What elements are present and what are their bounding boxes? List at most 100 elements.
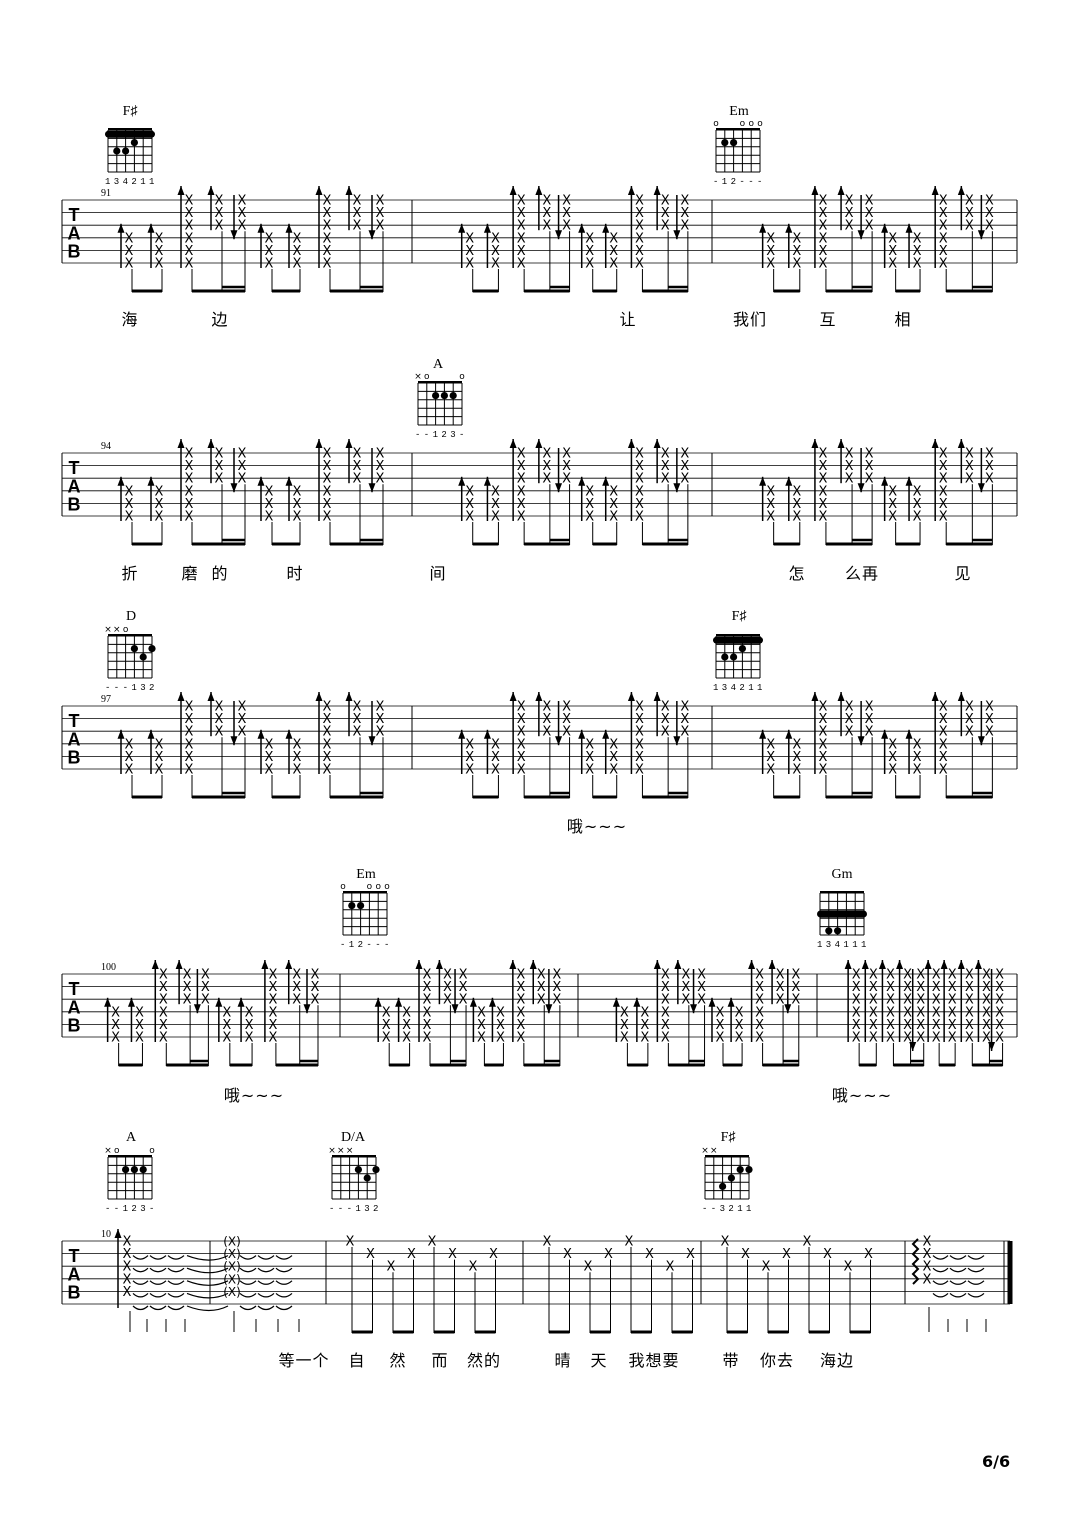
dead-note-x: X — [517, 700, 526, 715]
dead-note-x: X — [965, 993, 974, 1008]
dead-note-x: X — [939, 510, 948, 525]
dead-note-x: X — [886, 1018, 895, 1033]
dead-note-x: X — [402, 1005, 411, 1020]
dead-note-x: X — [604, 1247, 613, 1262]
dead-note-x: X — [491, 484, 500, 499]
dead-note-x: X — [888, 257, 897, 272]
arrow-down-icon — [193, 1004, 201, 1014]
dead-note-x: X — [635, 763, 644, 778]
dead-note-x: X — [635, 497, 644, 512]
dead-note-x: X — [323, 447, 332, 462]
dead-note-x: X — [818, 194, 827, 209]
dead-note-x: X — [353, 700, 362, 715]
dead-note-x: X — [792, 231, 801, 246]
arrow-up-icon — [612, 997, 620, 1007]
dead-note-x: X — [948, 968, 957, 983]
arrow-up-icon — [177, 439, 185, 448]
dead-note-x: X — [265, 763, 274, 778]
dead-note-x: X — [939, 257, 948, 272]
tie — [167, 1267, 185, 1273]
dead-note-x: X — [123, 1247, 132, 1262]
dead-note-x: X — [792, 497, 801, 512]
dead-note-x: X — [125, 497, 134, 512]
dead-note-x: X — [159, 980, 168, 995]
dead-note-x: X — [185, 725, 194, 740]
tab-clef-letter: B — [68, 1283, 81, 1303]
arrow-up-icon — [117, 476, 125, 486]
arrow-up-icon — [104, 997, 112, 1007]
dead-note-x: X — [443, 993, 452, 1008]
dead-note-x: X — [995, 1018, 1004, 1033]
tie — [967, 1255, 985, 1260]
arrow-up-icon — [147, 729, 155, 739]
dead-note-x: X — [183, 968, 192, 983]
arrow-up-icon — [315, 692, 323, 701]
dead-note-x: X — [517, 737, 526, 752]
dead-note-x: X — [635, 447, 644, 462]
dead-note-x: X — [635, 712, 644, 727]
dead-note-x: X — [680, 712, 689, 727]
dead-note-x: X — [845, 206, 854, 221]
dead-note-x: X — [888, 750, 897, 765]
tab-clef-letter: T — [69, 205, 80, 225]
dead-note-x: X — [762, 1260, 771, 1275]
dead-note-x: X — [869, 968, 878, 983]
arrow-up-icon — [861, 960, 869, 969]
tie — [239, 1267, 257, 1273]
dead-note-x: X — [311, 968, 320, 983]
dead-note-x: X — [265, 244, 274, 259]
open-string-marker: o — [123, 625, 129, 635]
dead-note-x: X — [125, 257, 134, 272]
tie — [167, 1292, 185, 1298]
finger-dot — [139, 1166, 147, 1174]
dead-note-x: X — [939, 194, 948, 209]
dead-note-x: X — [159, 1031, 168, 1046]
dead-note-x: X — [716, 1018, 725, 1033]
dead-note-x: X — [886, 1005, 895, 1020]
finger-dot — [727, 1174, 736, 1182]
dead-note-x: X — [159, 968, 168, 983]
tie — [186, 1305, 229, 1312]
dead-note-x: X — [965, 980, 974, 995]
arrow-down-icon — [451, 1004, 459, 1014]
dead-note-x: X — [265, 737, 274, 752]
dead-note-x: X — [782, 1247, 791, 1262]
dead-note-x: X — [585, 484, 594, 499]
arrow-up-icon — [844, 960, 852, 969]
dead-note-x: X — [985, 206, 994, 221]
dead-note-x: X — [293, 484, 302, 499]
dead-note-x: X — [516, 1005, 525, 1020]
dead-note-x: X — [323, 231, 332, 246]
measure-number: 100 — [101, 962, 116, 973]
dead-note-x: X — [459, 980, 468, 995]
arrow-down-icon — [673, 736, 681, 746]
dead-note-x: X — [552, 980, 561, 995]
dead-note-x: X — [542, 725, 551, 740]
lyric: 哦~~~ — [566, 817, 628, 836]
dead-note-x: X — [965, 1005, 974, 1020]
arrow-up-icon — [395, 997, 403, 1007]
arrow-up-icon — [261, 960, 269, 969]
lyric: 我们 — [732, 310, 768, 329]
dead-note-x: X — [465, 484, 474, 499]
dead-note-x: X — [517, 750, 526, 765]
dead-note-x: X — [903, 968, 912, 983]
dead-note-x: X — [517, 725, 526, 740]
arrow-up-icon — [881, 476, 889, 486]
finger-dot — [745, 1166, 753, 1174]
dead-note-x: X — [238, 472, 247, 487]
dead-note-x: X — [766, 750, 775, 765]
dead-note-x: X — [311, 993, 320, 1008]
dead-note-x: X — [353, 712, 362, 727]
dead-note-x: X — [155, 497, 164, 512]
chord-fingering: -12--- — [340, 940, 393, 950]
arrow-up-icon — [175, 960, 183, 969]
dead-note-x: X — [459, 968, 468, 983]
dead-note-x: X — [845, 472, 854, 487]
dead-note-x: X — [845, 700, 854, 715]
lyric: 自 — [348, 1351, 366, 1370]
dead-note-x: X — [423, 1005, 432, 1020]
dead-note-x: X — [382, 1018, 391, 1033]
dead-note-x: X — [916, 968, 925, 983]
dead-note-x: X — [585, 510, 594, 525]
